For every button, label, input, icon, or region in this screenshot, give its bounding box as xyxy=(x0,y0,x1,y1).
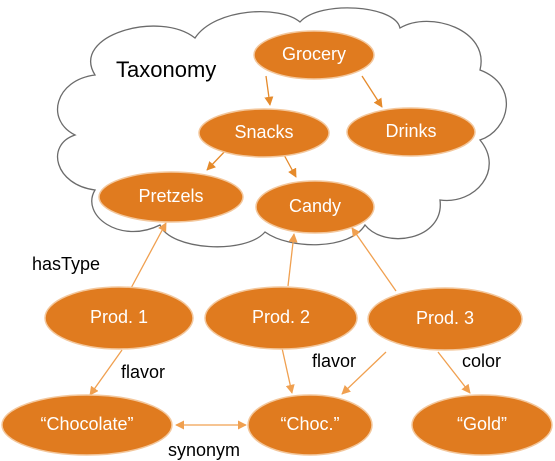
node-prod1: Prod. 1 xyxy=(44,286,194,350)
node-grocery: Grocery xyxy=(253,30,375,80)
svg-text:Prod. 2: Prod. 2 xyxy=(252,307,310,327)
node-chocolate: “Chocolate” xyxy=(1,394,173,456)
edge-snacks-candy xyxy=(282,152,297,178)
svg-text:“Gold”: “Gold” xyxy=(457,414,507,434)
svg-text:Prod. 3: Prod. 3 xyxy=(416,308,474,328)
taxonomy-title: Taxonomy xyxy=(116,57,216,82)
edge-prod1-pretzels xyxy=(129,222,167,291)
edge-prod3-choc xyxy=(341,351,387,395)
svg-text:“Choc.”: “Choc.” xyxy=(280,414,339,434)
edge-prod3-candy xyxy=(351,227,397,292)
edge-label-color: color xyxy=(462,351,501,371)
edge-prod2-choc xyxy=(281,347,295,394)
node-prod2: Prod. 2 xyxy=(204,286,358,350)
svg-text:Drinks: Drinks xyxy=(385,121,436,141)
node-choc: “Choc.” xyxy=(247,394,373,456)
node-candy: Candy xyxy=(255,180,375,234)
edge-grocery-snacks xyxy=(264,75,274,106)
node-pretzels: Pretzels xyxy=(98,171,244,223)
svg-text:“Chocolate”: “Chocolate” xyxy=(40,414,133,434)
edge-grocery-drinks xyxy=(361,75,383,108)
edge-label-synonym: synonym xyxy=(168,440,240,460)
edge-label-flavor-prod1: flavor xyxy=(121,362,165,382)
svg-text:Prod. 1: Prod. 1 xyxy=(90,307,148,327)
svg-text:Grocery: Grocery xyxy=(282,44,346,64)
svg-text:Candy: Candy xyxy=(289,196,341,216)
svg-text:Pretzels: Pretzels xyxy=(138,186,203,206)
node-prod3: Prod. 3 xyxy=(367,287,523,351)
edge-prod2-candy xyxy=(287,233,298,287)
node-drinks: Drinks xyxy=(346,107,476,157)
svg-text:Snacks: Snacks xyxy=(234,122,293,142)
edge-label-hastype: hasType xyxy=(32,254,100,274)
edge-prod3-gold xyxy=(437,351,471,394)
edge-label-flavor-prod3: flavor xyxy=(312,351,356,371)
node-gold: “Gold” xyxy=(411,394,553,456)
edge-prod1-chocolate xyxy=(89,349,123,396)
node-snacks: Snacks xyxy=(198,108,330,158)
